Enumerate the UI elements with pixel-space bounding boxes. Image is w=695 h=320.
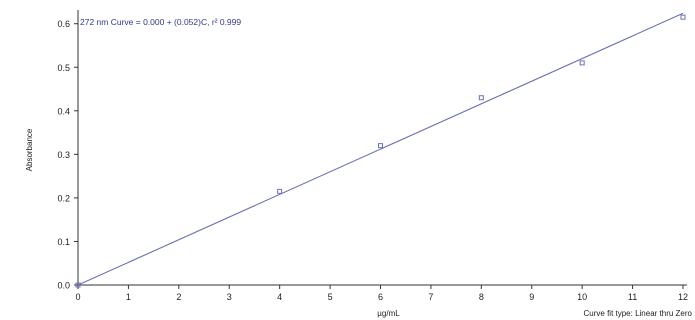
y-tick-label: 0.2	[57, 193, 70, 203]
y-tick-label: 0.6	[57, 19, 70, 29]
x-tick-label: 12	[678, 292, 688, 302]
fit-line-group	[77, 12, 684, 286]
x-tick-label: 2	[176, 292, 181, 302]
y-tick-label: 0.4	[57, 106, 70, 116]
data-point	[478, 95, 484, 101]
x-axis-label: µg/mL	[377, 309, 400, 318]
x-tick-label: 1	[126, 292, 131, 302]
axes: 0.00.10.20.30.40.50.60 1 2 3 4 5 6 7 8 9 10 11 12	[57, 10, 688, 302]
curve-fit-type-label: Curve fit type: Linear thru Zero	[584, 309, 693, 318]
data-point	[680, 14, 686, 20]
y-tick-label: 0.3	[57, 150, 70, 160]
y-tick-label: 0.1	[57, 237, 70, 247]
x-tick-label: 3	[227, 292, 232, 302]
data-point	[75, 282, 81, 288]
y-axis-label: Absorbance	[25, 128, 34, 171]
x-tick-label: 10	[577, 292, 587, 302]
y-tick-label: 0.5	[57, 63, 70, 73]
x-tick-label: 9	[529, 292, 534, 302]
x-tick-label: 4	[277, 292, 282, 302]
data-points	[75, 14, 686, 288]
y-tick-label: 0.0	[57, 281, 70, 291]
data-point	[579, 60, 585, 66]
fit-line	[77, 12, 684, 286]
x-tick-label: 0	[75, 292, 80, 302]
chart-title: 272 nm Curve = 0.000 + (0.052)C, r² 0.99…	[80, 17, 241, 27]
data-point	[277, 188, 283, 194]
data-point	[378, 143, 383, 149]
x-tick-label: 8	[479, 292, 484, 302]
x-tick-label: 7	[428, 292, 433, 302]
x-tick-label: 5	[328, 292, 333, 302]
x-tick-label: 6	[378, 292, 383, 302]
x-tick-label: 11	[628, 292, 637, 302]
